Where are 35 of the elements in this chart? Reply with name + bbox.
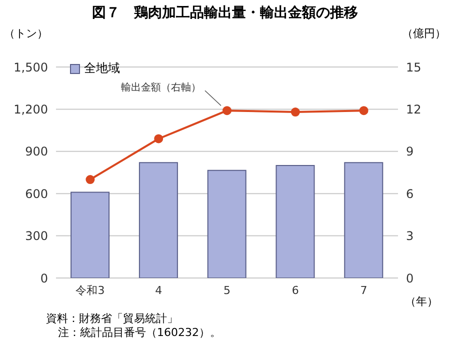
point [86, 175, 95, 184]
y2-tick-label: 15 [406, 60, 422, 74]
bar [276, 164, 315, 278]
y2-tick-label: 9 [406, 144, 414, 159]
point [154, 134, 164, 144]
bar [207, 170, 246, 278]
text: 注：統計品目番号（160232）。 [57, 326, 221, 340]
bar [344, 162, 384, 278]
y-tick-label: 1,500 [14, 60, 48, 74]
y-tick-label: 600 [25, 186, 48, 201]
y-axis-title: （トン） [4, 26, 48, 41]
point [290, 108, 300, 117]
x-tick-label: 5 [224, 284, 230, 297]
y-tick-label: 1,200 [14, 102, 48, 116]
x-tick-label: 7 [360, 284, 368, 297]
y2-tick-label: 0 [406, 271, 414, 286]
x-axis-title: （年） [405, 294, 438, 309]
point [359, 106, 368, 116]
text: 輸出金額（右軸） [121, 82, 201, 94]
legend-label: 全地域 [83, 60, 120, 77]
bar [138, 162, 178, 278]
y-tick-label: 300 [25, 229, 48, 244]
text: 資料：財務省「貿易統計」 [46, 312, 179, 326]
chart-title: 図７ 鶏肉加工品輸出量・輸出金額の推移 [91, 4, 359, 23]
y-tick-label: 0 [40, 271, 48, 286]
y2-tick-label: 6 [406, 186, 414, 201]
y2-tick-label: 3 [406, 229, 414, 244]
y-tick-label: 900 [25, 144, 48, 159]
bar [70, 192, 110, 278]
x-tick-label: 4 [155, 284, 162, 297]
y2-axis-title: （億円） [402, 26, 446, 41]
x-tick-label: 令和3 [76, 284, 105, 297]
y2-tick-label: 12 [406, 102, 422, 116]
x-tick-label: 6 [292, 284, 299, 297]
point [222, 106, 232, 116]
